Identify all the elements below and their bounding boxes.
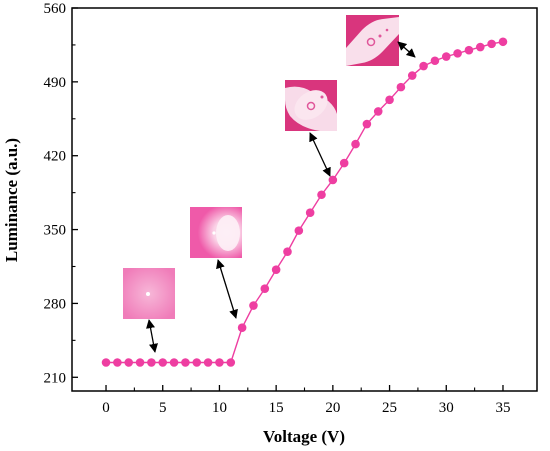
arrow-4: [397, 41, 416, 58]
data-point: [419, 61, 428, 71]
y-tick-label: 210: [44, 370, 67, 386]
data-point: [498, 37, 508, 47]
data-point: [487, 39, 496, 49]
data-point: [215, 358, 224, 367]
inset-image-2: [190, 207, 242, 258]
axes: 0 5 10 15 20 25 30 35 210 280 350 420 490 560: [44, 1, 511, 416]
data-point: [453, 49, 462, 58]
data-point: [396, 82, 406, 92]
data-point: [271, 265, 281, 274]
x-axis-title: Voltage (V): [263, 427, 345, 446]
data-series: [101, 37, 508, 367]
data-point: [260, 284, 270, 293]
x-tick-label: 30: [439, 400, 454, 416]
x-tick-label: 35: [495, 400, 510, 416]
arrow-2: [216, 259, 238, 319]
inset-image-1: [123, 268, 175, 319]
data-point: [169, 358, 179, 367]
x-tick-label: 25: [382, 400, 397, 416]
data-point: [351, 139, 360, 149]
data-point: [124, 358, 134, 367]
data-point: [135, 358, 145, 367]
data-point: [147, 358, 156, 367]
y-tick-label: 560: [44, 1, 67, 17]
data-point: [192, 358, 202, 367]
inset-images: [123, 15, 399, 319]
arrow-3: [309, 132, 331, 177]
y-tick-label: 490: [44, 75, 67, 91]
y-tick-label: 280: [44, 296, 67, 312]
x-tick-label: 15: [269, 400, 284, 416]
data-point: [249, 301, 258, 310]
plot-frame: [71, 7, 538, 392]
data-point: [407, 71, 417, 80]
annotation-arrows: [146, 41, 416, 353]
data-point: [237, 323, 247, 332]
x-tick-label: 20: [325, 400, 340, 416]
x-tick-label: 10: [212, 400, 227, 416]
data-point: [475, 42, 485, 52]
data-point: [305, 208, 315, 217]
data-point: [362, 119, 372, 129]
data-point: [113, 358, 122, 367]
data-point: [294, 226, 304, 235]
inset-image-3: [285, 80, 337, 131]
data-point: [441, 52, 451, 61]
y-tick-label: 350: [44, 223, 67, 239]
data-point: [317, 190, 326, 200]
inset-image-4: [346, 15, 399, 66]
data-point: [283, 247, 292, 257]
data-point: [181, 358, 190, 367]
y-tick-label: 420: [44, 149, 67, 165]
data-point: [339, 158, 349, 168]
data-point: [385, 95, 394, 105]
data-point: [464, 45, 474, 55]
data-point: [158, 358, 168, 367]
data-point: [373, 107, 383, 116]
x-tick-label: 5: [159, 400, 167, 416]
y-axis-title: Luminance (a.u.): [2, 138, 21, 262]
data-point: [203, 358, 213, 367]
data-point: [328, 175, 338, 185]
x-tick-label: 0: [102, 400, 110, 416]
arrow-1: [146, 319, 158, 353]
data-point: [226, 358, 236, 367]
data-point: [430, 56, 440, 66]
data-point: [101, 358, 111, 367]
